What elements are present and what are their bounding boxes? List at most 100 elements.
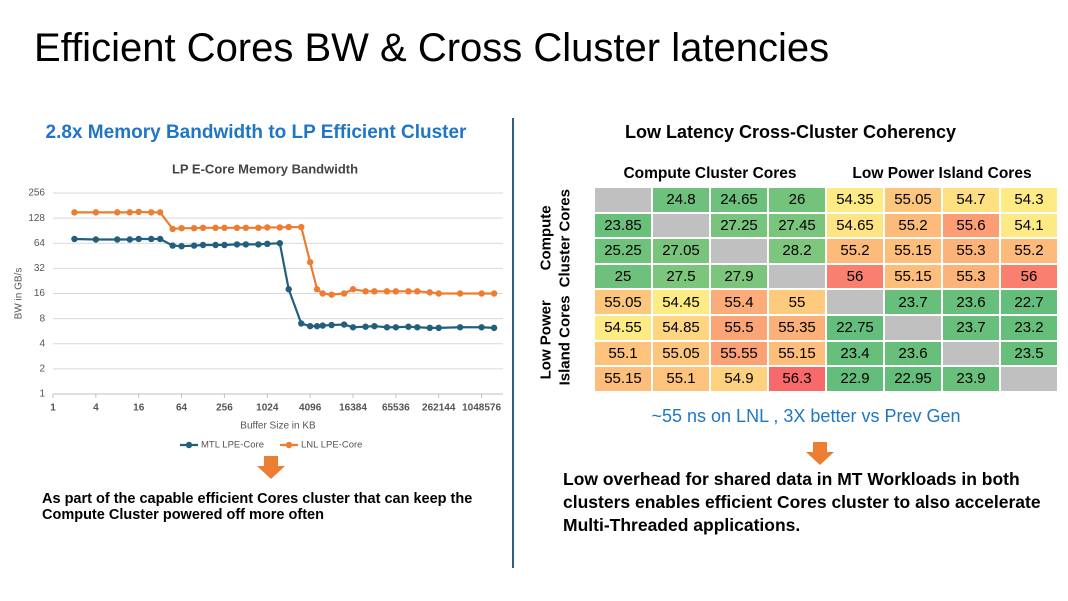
table-cell: 55 bbox=[768, 289, 826, 315]
series-point bbox=[71, 209, 78, 216]
x-tick-label: 64 bbox=[176, 403, 188, 414]
table-cell: 56.3 bbox=[768, 366, 826, 392]
table-cell: 22.75 bbox=[826, 314, 884, 341]
series-point bbox=[435, 324, 442, 332]
x-tick-label: 1 bbox=[50, 403, 56, 414]
series-point bbox=[255, 224, 262, 232]
table-cell: 23.7 bbox=[884, 289, 942, 315]
series-point bbox=[212, 241, 219, 249]
table-cell: 23.6 bbox=[884, 340, 942, 367]
series-point bbox=[478, 324, 485, 331]
series-point bbox=[126, 236, 134, 243]
y-tick-label: 1 bbox=[39, 389, 45, 400]
series-point bbox=[306, 322, 314, 330]
table-cell: 55.4 bbox=[710, 289, 768, 315]
table-cell: 54.9 bbox=[710, 366, 768, 392]
table-cell: 54.35 bbox=[826, 187, 884, 213]
table-cell: 55.2 bbox=[884, 212, 942, 239]
table-cell: 24.8 bbox=[652, 187, 710, 213]
legend-swatch bbox=[285, 441, 293, 449]
x-tick-label: 262144 bbox=[422, 403, 456, 414]
series-point bbox=[156, 235, 164, 243]
table-cell: 54.7 bbox=[942, 187, 1000, 213]
table-cell: 56 bbox=[1000, 263, 1058, 290]
series-point bbox=[328, 291, 335, 298]
legend-label: LNL LPE-Core bbox=[301, 440, 362, 451]
table-cell: 55.1 bbox=[594, 340, 652, 367]
series-point bbox=[71, 235, 78, 243]
series-point bbox=[319, 322, 326, 329]
series-point bbox=[276, 240, 284, 247]
series-point bbox=[148, 209, 155, 216]
series-point bbox=[456, 324, 464, 331]
x-tick-label: 4096 bbox=[299, 403, 322, 414]
table-cell: 54.65 bbox=[826, 212, 884, 239]
arrow bbox=[806, 442, 834, 465]
series-point bbox=[264, 240, 271, 248]
series-point bbox=[135, 208, 142, 216]
table-cell: 26 bbox=[768, 187, 826, 213]
series-point bbox=[362, 323, 369, 330]
series-point bbox=[490, 324, 498, 332]
table-cell: 23.9 bbox=[942, 366, 1000, 392]
table-cell: 28.2 bbox=[768, 238, 826, 264]
table-cell bbox=[710, 238, 768, 264]
row-group: Compute Cluster Cores bbox=[537, 189, 574, 288]
series-point bbox=[340, 321, 348, 328]
series-point bbox=[242, 224, 250, 232]
table-cell: 27.45 bbox=[768, 212, 826, 239]
series-point bbox=[114, 209, 121, 216]
series-point bbox=[456, 290, 464, 297]
table-cell: 24.65 bbox=[710, 187, 768, 213]
table-cell: 25 bbox=[594, 263, 652, 290]
y-tick-label: 2 bbox=[39, 364, 45, 375]
series-point bbox=[178, 224, 185, 232]
x-axis-label: Buffer Size in KB bbox=[240, 421, 316, 432]
table-cell: 27.05 bbox=[652, 238, 710, 264]
arrow bbox=[257, 456, 285, 479]
table-cell bbox=[594, 187, 652, 213]
series-point bbox=[405, 323, 412, 330]
series-point bbox=[392, 324, 400, 331]
table-cell: 25.25 bbox=[594, 238, 652, 264]
series-point bbox=[414, 324, 421, 331]
table-cell: 55.1 bbox=[652, 366, 710, 392]
series-point bbox=[255, 241, 262, 248]
table-cell: 55.15 bbox=[594, 366, 652, 392]
table-cell bbox=[942, 340, 1000, 367]
legend-swatch bbox=[185, 441, 193, 449]
series-point bbox=[233, 224, 241, 232]
y-tick-label: 64 bbox=[34, 238, 46, 249]
series-point bbox=[298, 320, 305, 327]
table-cell bbox=[826, 289, 884, 315]
table-cell: 23.2 bbox=[1000, 314, 1058, 341]
table-cell: 54.85 bbox=[652, 314, 710, 341]
table-cell: 55.6 bbox=[942, 212, 1000, 239]
series-point bbox=[426, 289, 434, 296]
legend-label: MTL LPE-Core bbox=[201, 440, 264, 451]
series-point bbox=[313, 286, 321, 293]
series-point bbox=[371, 322, 378, 330]
series-point bbox=[362, 288, 369, 295]
chart: LP E-Core Memory Bandwidth 1 2 4 8 16 32 64 128 2… bbox=[14, 161, 503, 451]
x-tick-label: 16 bbox=[133, 403, 145, 414]
series-point bbox=[156, 209, 164, 216]
table-cell: 55.35 bbox=[768, 314, 826, 341]
latency-table: Compute Cluster Cores Low Power Island Co… bbox=[517, 160, 1058, 392]
table-cell: 54.3 bbox=[1000, 187, 1058, 213]
series-point bbox=[340, 290, 348, 297]
table-cell: 55.2 bbox=[1000, 238, 1058, 264]
series-point bbox=[264, 224, 271, 231]
series-point bbox=[190, 224, 198, 232]
series-point bbox=[126, 209, 134, 216]
series-point bbox=[298, 223, 305, 231]
table-cell: 55.3 bbox=[942, 263, 1000, 290]
table-cell: 54.45 bbox=[652, 289, 710, 315]
table-cell: 23.7 bbox=[942, 314, 1000, 341]
series-point bbox=[276, 224, 284, 231]
series-line bbox=[74, 210, 495, 296]
series-point bbox=[199, 224, 207, 232]
table-cell: 55.05 bbox=[652, 340, 710, 367]
table-cell bbox=[1000, 366, 1058, 392]
